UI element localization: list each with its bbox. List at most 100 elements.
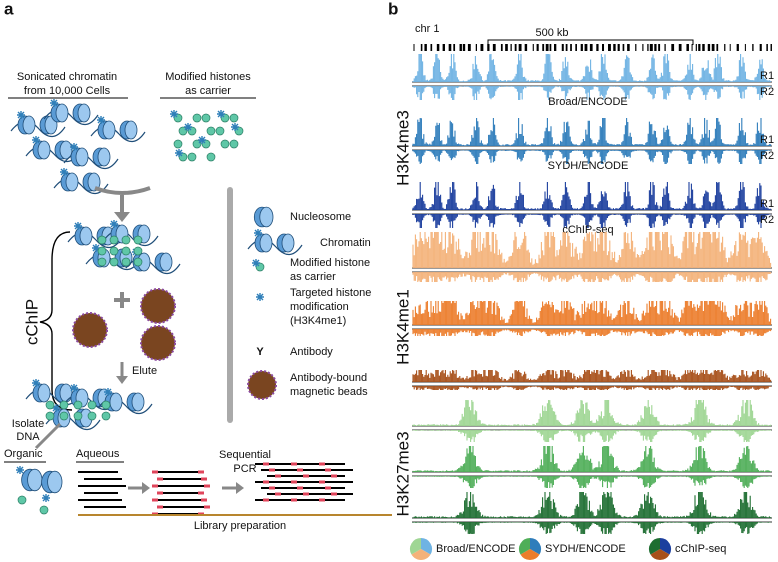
signal-track: [412, 301, 772, 336]
nucleosome: [59, 383, 73, 403]
signal-track: [412, 54, 772, 100]
mod-star: [110, 220, 118, 228]
nucleosome: [59, 140, 73, 160]
histone: [109, 246, 119, 256]
histone: [201, 113, 211, 123]
histone: [73, 400, 83, 410]
legend-text: Broad/ENCODE: [436, 543, 515, 555]
histone: [215, 126, 225, 136]
nucleosome: [259, 233, 273, 253]
mod-star: [16, 466, 24, 474]
legend-text: modification: [290, 301, 349, 313]
legend-text: magnetic beads: [290, 386, 368, 398]
arrowhead: [114, 212, 130, 222]
nucleosome: [259, 206, 274, 228]
histone: [121, 235, 131, 245]
mod-star: [184, 123, 192, 131]
histone: [173, 139, 183, 149]
signal-track: [412, 182, 772, 228]
legend-text: Targeted histone: [290, 287, 371, 299]
histone: [187, 152, 197, 162]
legend-text: (H3K4me1): [290, 315, 346, 327]
mod-star: [252, 259, 260, 267]
mod-star: [32, 379, 40, 387]
legend-pie: [649, 538, 660, 555]
legend-pie: [530, 538, 542, 555]
histone: [45, 400, 55, 410]
bead: [247, 370, 277, 400]
mod-star: [74, 222, 82, 230]
histone: [121, 246, 131, 256]
nucleosome: [22, 115, 36, 135]
nucleosome: [79, 226, 93, 246]
panel-label: b: [388, 0, 398, 18]
legend-pie: [520, 549, 540, 561]
histone: [192, 139, 202, 149]
arrow: [94, 186, 151, 215]
label: R1: [760, 134, 774, 146]
bead: [140, 288, 176, 324]
nucleosome: [75, 147, 89, 167]
legend-text: Modified histone: [290, 257, 370, 269]
label: Sequential: [219, 449, 271, 461]
histone: [87, 400, 97, 410]
histone: [101, 411, 111, 421]
label: Broad/ENCODE: [548, 96, 627, 108]
mod-star: [97, 116, 105, 124]
brace: [39, 231, 73, 411]
mod-star: [70, 143, 78, 151]
nucleosome: [281, 233, 295, 253]
nucleosome: [87, 172, 101, 192]
signal-track: [412, 446, 772, 488]
histone: [192, 113, 202, 123]
histone: [45, 411, 55, 421]
histone: [206, 126, 216, 136]
mod-star: [32, 136, 40, 144]
label: DNA: [16, 431, 40, 443]
histone: [109, 257, 119, 267]
label: Library preparation: [194, 520, 286, 532]
label: Aqueous: [76, 448, 120, 460]
nucleosome: [159, 252, 173, 272]
legend-text: SYDH/ENCODE: [545, 543, 626, 555]
histone: [229, 139, 239, 149]
nucleosome: [55, 103, 69, 123]
label: R1: [760, 70, 774, 82]
signal-track: [412, 232, 772, 282]
legend-pie: [660, 538, 672, 555]
label: R2: [760, 86, 774, 98]
histone: [133, 257, 143, 267]
signal-track: [412, 492, 772, 534]
mod-star: [170, 110, 178, 118]
mod-star: [92, 244, 100, 252]
nucleosome: [77, 103, 91, 123]
histone: [59, 411, 69, 421]
legend-text: cChIP-seq: [675, 543, 726, 555]
histone: [178, 126, 188, 136]
signal-track: [412, 400, 772, 442]
nucleosome: [124, 120, 138, 140]
label: cChIP-seq: [562, 224, 613, 236]
histone: [121, 257, 131, 267]
legend-pie: [410, 538, 421, 555]
arrow: [34, 422, 62, 450]
mod-star: [17, 111, 25, 119]
label: 500 kb: [535, 27, 568, 39]
nucleosome: [65, 172, 79, 192]
legend-text: Antibody-bound: [290, 372, 367, 384]
panel-label: a: [4, 0, 14, 18]
label: as carrier: [185, 85, 231, 97]
nucleosome: [131, 392, 145, 412]
legend-pie: [411, 549, 431, 560]
legend-text: Antibody: [290, 346, 333, 358]
nucleosome: [109, 392, 123, 412]
mod-star: [60, 168, 68, 176]
legend-text: Nucleosome: [290, 211, 351, 223]
label: H3K27me3: [393, 431, 412, 516]
arrowhead: [142, 482, 150, 494]
mod-star: [52, 404, 60, 412]
histone: [73, 411, 83, 421]
label: Modified histones: [165, 71, 251, 83]
mod-star: [70, 384, 78, 392]
